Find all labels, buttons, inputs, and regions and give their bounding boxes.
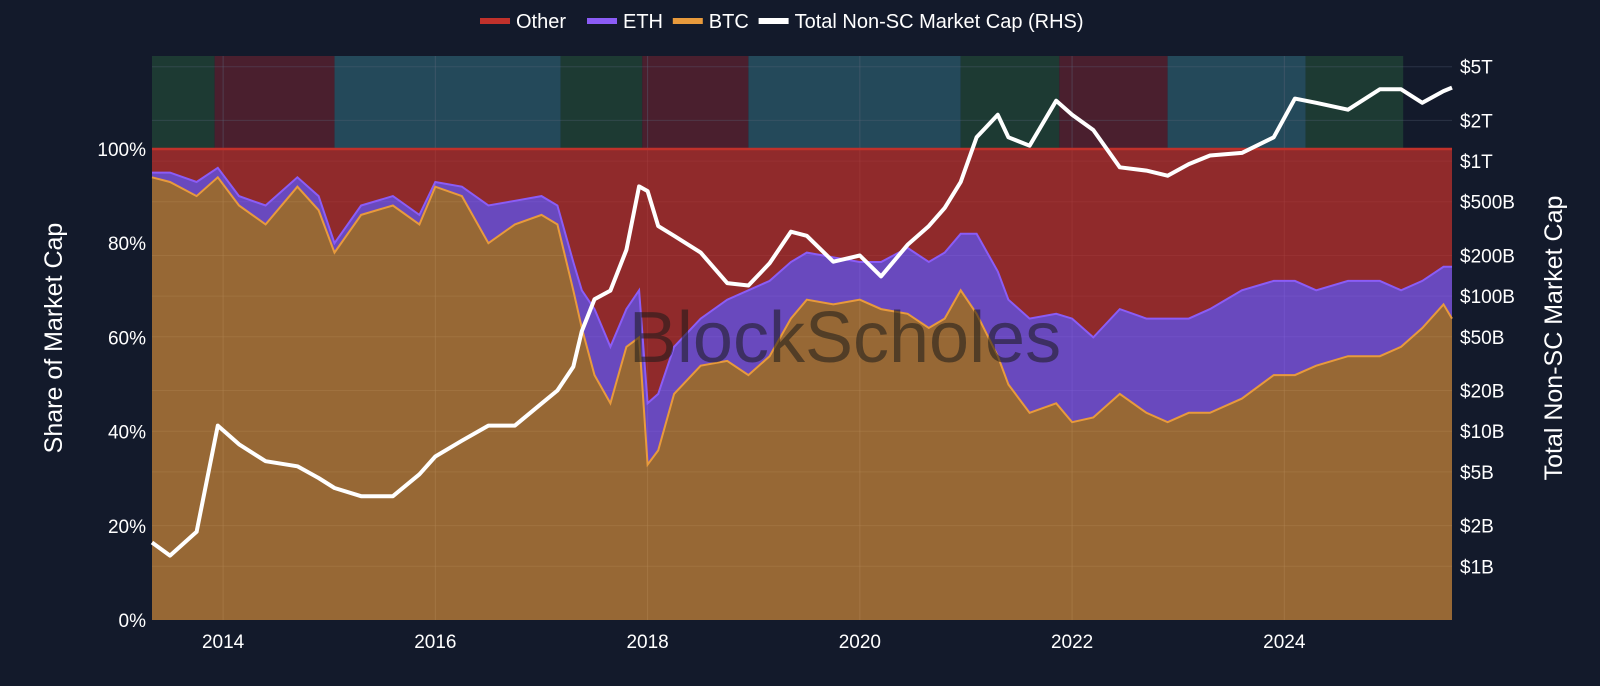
area-other [152,149,1452,404]
y2-tick-label: $5B [1460,463,1494,484]
y2-axis-ticks: $1B $2B $5B $10B $20B $50B $100B $200B $500B $1T $… [1460,58,1515,579]
y-axis-title: Share of Market Cap [40,223,68,454]
x-tick-label: 2024 [1263,632,1306,653]
y2-tick-label: $1T [1460,152,1493,173]
regime-bands [152,56,1404,149]
regime-band-8 [1167,56,1306,149]
legend-item-btc: BTC [672,11,749,33]
y2-tick-label: $2T [1460,111,1493,132]
y2-axis-title: Total Non-SC Market Cap [1540,196,1568,481]
y2-tick-label: $20B [1460,382,1504,403]
y2-tick-label: $200B [1460,246,1515,267]
x-axis-ticks: 2014 2016 2018 2020 2022 2024 [202,632,1306,653]
y2-tick-label: $5T [1460,58,1493,79]
legend-label: ETH [623,11,663,33]
share-areas [151,147,1453,621]
x-tick-label: 2014 [202,632,245,653]
total-market-cap-line [150,85,1453,558]
legend: Other ETH BTC Total Non-SC Market Cap (RHS) [480,11,1084,33]
line-btc [151,175,1453,468]
x-tick-label: 2016 [414,632,456,653]
area-eth [152,167,1452,465]
x-tick-label: 2018 [626,632,668,653]
regime-band-1 [214,56,335,149]
x-tick-label: 2020 [839,632,881,653]
y-axis-ticks: 0% 20% 40% 60% 80% 100% [97,140,146,632]
y2-tick-label: $2B [1460,517,1494,538]
y-tick-label: 80% [108,234,146,255]
x-tick-label: 2022 [1051,632,1093,653]
legend-label: Total Non-SC Market Cap (RHS) [795,11,1084,33]
y2-tick-label: $50B [1460,328,1504,349]
y2-tick-label: $10B [1460,422,1504,443]
legend-item-other: Other [480,11,566,33]
regime-band-6 [960,56,1060,149]
y2-tick-label: $500B [1460,193,1515,214]
regime-band-4 [642,56,749,149]
watermark-text: BlockScholes [629,298,1061,378]
y-tick-label: 60% [108,328,146,349]
legend-item-eth: ETH [587,11,663,33]
line-total-market-cap [150,85,1453,558]
y-tick-label: 0% [119,611,147,632]
regime-band-2 [334,56,561,149]
legend-label: Other [516,11,566,33]
regime-band-7 [1059,56,1168,149]
regime-band-0 [152,56,215,149]
regime-band-3 [560,56,643,149]
line-eth [152,166,1452,406]
y2-tick-label: $100B [1460,287,1515,308]
y-tick-label: 40% [108,423,146,444]
regime-band-5 [748,56,961,149]
y-tick-label: 100% [97,140,146,161]
y-tick-label: 20% [108,517,146,538]
y2-tick-label: $1B [1460,557,1494,578]
area-btc [152,177,1452,621]
legend-item-total-non-sc-market-cap-rhs: Total Non-SC Market Cap (RHS) [758,11,1084,33]
legend-label: BTC [709,11,749,33]
